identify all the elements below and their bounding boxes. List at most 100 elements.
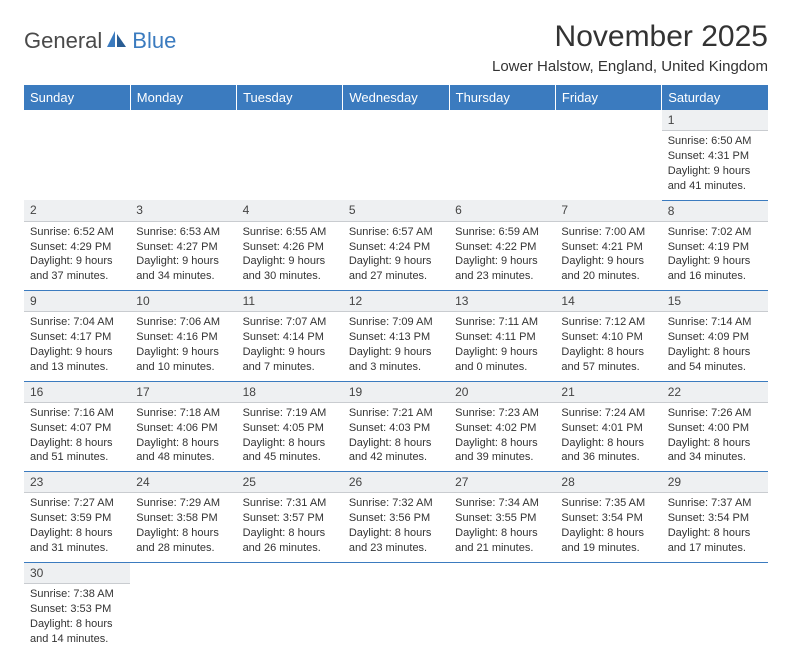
day-number: 26 — [343, 472, 449, 493]
daylight-text-2: and 30 minutes. — [243, 269, 337, 284]
daylight-text-1: Daylight: 9 hours — [668, 254, 762, 269]
day-number: 10 — [130, 291, 236, 312]
daylight-text-2: and 34 minutes. — [668, 450, 762, 465]
daylight-text-2: and 0 minutes. — [455, 360, 549, 375]
day-number: 3 — [130, 200, 236, 221]
sunset-text: Sunset: 3:56 PM — [349, 511, 443, 526]
detail-row: Sunrise: 6:52 AMSunset: 4:29 PM Daylight:… — [24, 221, 768, 290]
day-cell — [449, 584, 555, 653]
daylight-text-1: Daylight: 9 hours — [243, 254, 337, 269]
sunrise-text: Sunrise: 7:24 AM — [561, 406, 655, 421]
daylight-text-1: Daylight: 8 hours — [561, 436, 655, 451]
day-number: 18 — [237, 381, 343, 402]
day-number: 27 — [449, 472, 555, 493]
sunrise-text: Sunrise: 7:07 AM — [243, 315, 337, 330]
sunset-text: Sunset: 4:03 PM — [349, 421, 443, 436]
sunrise-text: Sunrise: 7:21 AM — [349, 406, 443, 421]
daylight-text-1: Daylight: 9 hours — [455, 254, 549, 269]
daylight-text-1: Daylight: 9 hours — [243, 345, 337, 360]
day-cell: Sunrise: 7:21 AMSunset: 4:03 PMDaylight:… — [343, 402, 449, 471]
sunset-text: Sunset: 4:27 PM — [136, 240, 230, 255]
day-cell: Sunrise: 6:50 AMSunset: 4:31 PMDaylight:… — [662, 131, 768, 200]
day-cell: Sunrise: 6:59 AMSunset: 4:22 PMDaylight:… — [449, 221, 555, 290]
daynum-row: 23242526272829 — [24, 472, 768, 493]
day-number: 14 — [555, 291, 661, 312]
day-number — [237, 110, 343, 131]
day-cell — [130, 584, 236, 653]
daylight-text-2: and 45 minutes. — [243, 450, 337, 465]
daylight-text-2: and 31 minutes. — [30, 541, 124, 556]
day-cell — [343, 131, 449, 200]
day-number — [555, 562, 661, 583]
sunrise-text: Sunrise: 7:16 AM — [30, 406, 124, 421]
sunset-text: Sunset: 3:54 PM — [561, 511, 655, 526]
day-number — [449, 110, 555, 131]
day-number — [555, 110, 661, 131]
sunset-text: Sunset: 4:19 PM — [668, 240, 762, 255]
day-cell — [130, 131, 236, 200]
sunrise-text: Sunrise: 7:00 AM — [561, 225, 655, 240]
day-number: 25 — [237, 472, 343, 493]
daylight-text-1: Daylight: 8 hours — [30, 617, 124, 632]
daylight-text-1: Daylight: 8 hours — [243, 526, 337, 541]
day-number — [343, 110, 449, 131]
day-number: 8 — [662, 200, 768, 221]
day-cell: Sunrise: 7:02 AMSunset: 4:19 PMDaylight:… — [662, 221, 768, 290]
day-cell: Sunrise: 7:37 AMSunset: 3:54 PMDaylight:… — [662, 493, 768, 562]
sunrise-text: Sunrise: 7:31 AM — [243, 496, 337, 511]
daylight-text-1: Daylight: 8 hours — [349, 436, 443, 451]
calendar-table: Sunday Monday Tuesday Wednesday Thursday… — [24, 85, 768, 652]
daylight-text-2: and 16 minutes. — [668, 269, 762, 284]
day-cell: Sunrise: 6:53 AMSunset: 4:27 PMDaylight:… — [130, 221, 236, 290]
day-cell — [555, 131, 661, 200]
sunset-text: Sunset: 4:02 PM — [455, 421, 549, 436]
day-number — [130, 110, 236, 131]
day-cell: Sunrise: 7:04 AMSunset: 4:17 PMDaylight:… — [24, 312, 130, 381]
daylight-text-2: and 26 minutes. — [243, 541, 337, 556]
sunset-text: Sunset: 4:24 PM — [349, 240, 443, 255]
day-number: 9 — [24, 291, 130, 312]
daynum-row: 2345678 — [24, 200, 768, 221]
daynum-row: 9101112131415 — [24, 291, 768, 312]
daylight-text-2: and 39 minutes. — [455, 450, 549, 465]
daylight-text-1: Daylight: 9 hours — [668, 164, 762, 179]
logo-text-blue: Blue — [132, 28, 176, 54]
daylight-text-2: and 23 minutes. — [349, 541, 443, 556]
daylight-text-1: Daylight: 8 hours — [30, 436, 124, 451]
daylight-text-1: Daylight: 9 hours — [561, 254, 655, 269]
day-cell — [662, 584, 768, 653]
day-cell: Sunrise: 7:14 AMSunset: 4:09 PMDaylight:… — [662, 312, 768, 381]
sunset-text: Sunset: 4:29 PM — [30, 240, 124, 255]
day-cell: Sunrise: 7:32 AMSunset: 3:56 PMDaylight:… — [343, 493, 449, 562]
daynum-row: 16171819202122 — [24, 381, 768, 402]
sunrise-text: Sunrise: 6:53 AM — [136, 225, 230, 240]
day-cell: Sunrise: 7:35 AMSunset: 3:54 PMDaylight:… — [555, 493, 661, 562]
day-cell: Sunrise: 7:16 AMSunset: 4:07 PMDaylight:… — [24, 402, 130, 471]
day-number: 29 — [662, 472, 768, 493]
daylight-text-2: and 54 minutes. — [668, 360, 762, 375]
weekday-sunday: Sunday — [24, 85, 130, 110]
header: General Blue November 2025 Lower Halstow… — [24, 20, 768, 75]
detail-row: Sunrise: 7:16 AMSunset: 4:07 PMDaylight:… — [24, 402, 768, 471]
day-number: 17 — [130, 381, 236, 402]
day-number — [130, 562, 236, 583]
sunrise-text: Sunrise: 6:52 AM — [30, 225, 124, 240]
daylight-text-2: and 21 minutes. — [455, 541, 549, 556]
daylight-text-2: and 10 minutes. — [136, 360, 230, 375]
weekday-friday: Friday — [555, 85, 661, 110]
day-number: 28 — [555, 472, 661, 493]
sunset-text: Sunset: 4:09 PM — [668, 330, 762, 345]
sunset-text: Sunset: 4:01 PM — [561, 421, 655, 436]
day-cell: Sunrise: 6:57 AMSunset: 4:24 PMDaylight:… — [343, 221, 449, 290]
sunrise-text: Sunrise: 7:14 AM — [668, 315, 762, 330]
day-cell — [237, 584, 343, 653]
day-cell — [555, 584, 661, 653]
daylight-text-2: and 51 minutes. — [30, 450, 124, 465]
sunrise-text: Sunrise: 6:59 AM — [455, 225, 549, 240]
daylight-text-2: and 27 minutes. — [349, 269, 443, 284]
daylight-text-1: Daylight: 9 hours — [455, 345, 549, 360]
sunset-text: Sunset: 3:59 PM — [30, 511, 124, 526]
day-number: 6 — [449, 200, 555, 221]
daylight-text-2: and 34 minutes. — [136, 269, 230, 284]
daylight-text-1: Daylight: 8 hours — [561, 345, 655, 360]
